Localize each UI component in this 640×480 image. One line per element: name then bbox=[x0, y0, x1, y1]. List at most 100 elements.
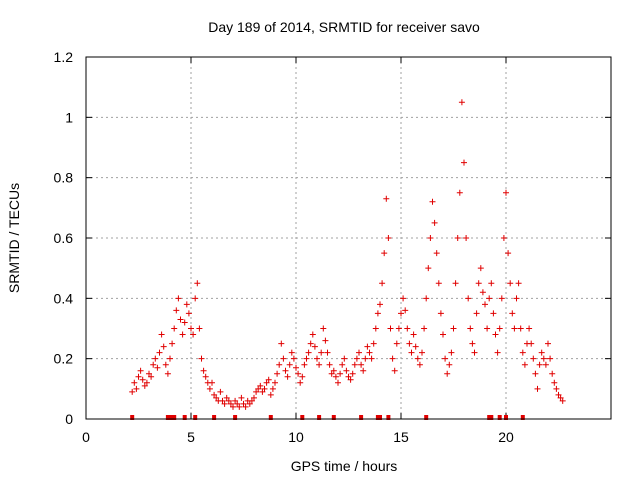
data-point bbox=[339, 361, 346, 368]
x-tick-label: 10 bbox=[288, 429, 304, 445]
data-point bbox=[473, 310, 480, 317]
data-point bbox=[496, 325, 503, 332]
data-point bbox=[143, 379, 150, 386]
data-point bbox=[206, 385, 213, 392]
data-point bbox=[240, 400, 247, 407]
data-point bbox=[364, 343, 371, 350]
data-point bbox=[509, 310, 516, 317]
x-tick-label: 0 bbox=[82, 429, 90, 445]
data-point bbox=[484, 325, 491, 332]
data-point bbox=[177, 316, 184, 323]
data-point bbox=[183, 301, 190, 308]
data-point bbox=[545, 340, 551, 347]
data-point bbox=[167, 355, 173, 362]
data-point bbox=[549, 370, 556, 377]
data-point bbox=[267, 391, 274, 398]
data-point bbox=[162, 361, 169, 368]
data-point bbox=[200, 367, 207, 374]
data-point bbox=[458, 99, 465, 106]
data-point bbox=[404, 325, 411, 332]
data-point bbox=[286, 361, 293, 368]
data-point bbox=[318, 349, 325, 356]
data-point bbox=[129, 388, 136, 395]
data-point bbox=[532, 370, 539, 377]
y-axis-title: SRMTID / TECUs bbox=[6, 183, 22, 293]
data-point bbox=[557, 394, 564, 401]
data-point bbox=[433, 250, 440, 257]
data-point bbox=[307, 340, 314, 347]
data-point bbox=[521, 361, 528, 368]
data-point bbox=[202, 373, 209, 380]
data-point bbox=[253, 388, 260, 395]
data-point bbox=[135, 373, 142, 380]
data-point bbox=[391, 367, 398, 374]
data-point bbox=[463, 235, 470, 241]
data-point bbox=[190, 331, 197, 338]
data-point bbox=[551, 379, 558, 386]
data-point bbox=[374, 310, 381, 317]
data-point bbox=[217, 388, 224, 395]
data-point bbox=[248, 397, 255, 404]
data-point bbox=[454, 235, 461, 241]
data-point bbox=[553, 385, 560, 392]
data-point bbox=[276, 361, 283, 368]
data-point bbox=[431, 219, 438, 226]
data-point bbox=[257, 382, 264, 389]
rug-mark bbox=[193, 415, 198, 420]
rug-mark bbox=[497, 415, 502, 420]
data-point bbox=[507, 280, 514, 287]
data-point bbox=[341, 355, 348, 362]
data-point bbox=[293, 364, 299, 371]
data-point bbox=[559, 397, 566, 404]
data-point bbox=[446, 361, 453, 368]
data-point bbox=[179, 331, 186, 338]
data-point bbox=[299, 373, 306, 380]
y-tick-label: 0 bbox=[65, 411, 73, 427]
rug-mark bbox=[317, 415, 322, 420]
data-point bbox=[456, 189, 463, 196]
data-point bbox=[188, 325, 194, 332]
data-point bbox=[425, 265, 432, 272]
data-point bbox=[192, 295, 199, 302]
data-point bbox=[303, 355, 310, 362]
data-point bbox=[198, 355, 205, 362]
chart-title: Day 189 of 2014, SRMTID for receiver sav… bbox=[208, 19, 480, 35]
rug-mark bbox=[130, 415, 135, 420]
data-point bbox=[154, 364, 161, 371]
data-point bbox=[164, 370, 171, 377]
data-point bbox=[421, 325, 428, 332]
data-point bbox=[440, 331, 446, 338]
data-point bbox=[387, 325, 394, 332]
data-point bbox=[232, 397, 239, 404]
y-tick-label: 0.4 bbox=[54, 290, 74, 306]
data-point bbox=[408, 349, 415, 356]
data-point bbox=[406, 340, 413, 347]
data-point bbox=[547, 355, 554, 362]
data-point bbox=[414, 355, 421, 362]
plot-frame bbox=[85, 56, 612, 420]
x-axis-title: GPS time / hours bbox=[291, 458, 398, 474]
rug-mark bbox=[212, 415, 217, 420]
axis-ticks: 0 0.2 0.4 0.6 0.8 1 1.2 0 5 10 15 20 bbox=[54, 49, 611, 445]
data-point bbox=[213, 394, 220, 401]
data-point bbox=[330, 367, 337, 374]
data-point bbox=[314, 355, 320, 362]
data-point bbox=[435, 280, 442, 287]
data-point bbox=[335, 379, 341, 386]
rug-mark bbox=[386, 415, 391, 420]
data-point bbox=[309, 331, 316, 338]
data-point bbox=[494, 349, 501, 356]
data-point bbox=[356, 349, 362, 356]
data-point bbox=[461, 159, 467, 166]
x-tick-label: 15 bbox=[393, 429, 409, 445]
data-point bbox=[486, 295, 493, 302]
data-point bbox=[429, 198, 436, 205]
data-point bbox=[358, 361, 365, 368]
data-point bbox=[515, 280, 522, 287]
rug-mark bbox=[375, 415, 380, 420]
rug-mark bbox=[170, 415, 175, 420]
rug-mark bbox=[378, 415, 382, 420]
data-point bbox=[469, 340, 476, 347]
data-point bbox=[437, 310, 444, 317]
